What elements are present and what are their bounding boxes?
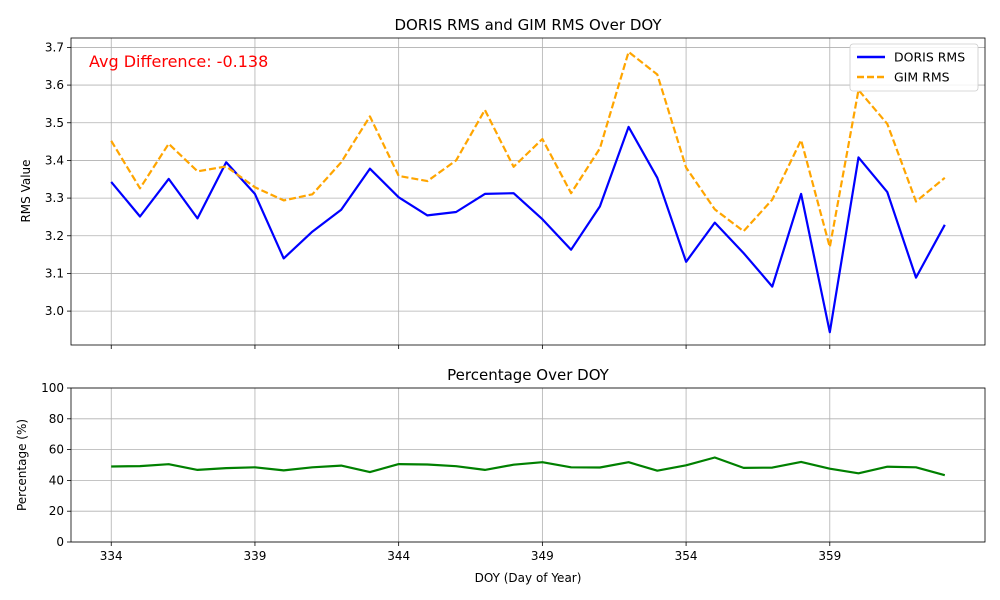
legend-label-doris: DORIS RMS xyxy=(894,50,965,65)
rms-y-tick-label: 3.3 xyxy=(45,191,64,205)
rms-chart-panel: DORIS RMS and GIM RMS Over DOY 3.0 3.1 3.2… xyxy=(19,16,986,349)
rms-y-tick-label: 3.4 xyxy=(45,153,64,167)
rms-y-tick-label: 3.6 xyxy=(45,78,64,92)
percentage-y-tick-label: 40 xyxy=(49,473,64,487)
rms-y-tick-label: 3.2 xyxy=(45,229,64,243)
percentage-chart-grid xyxy=(71,387,985,543)
rms-y-tick-label: 3.0 xyxy=(45,304,64,318)
percentage-x-tick-label: 354 xyxy=(675,549,698,563)
percentage-x-axis-label: DOY (Day of Year) xyxy=(475,571,582,585)
rms-plot-frame xyxy=(70,37,986,346)
percentage-x-axis-ticks: 334 339 344 349 354 359 xyxy=(100,542,841,563)
percentage-x-tick-label: 349 xyxy=(531,549,554,563)
percentage-x-tick-label: 339 xyxy=(243,549,266,563)
percentage-y-tick-label: 80 xyxy=(49,412,64,426)
percentage-plot-frame xyxy=(70,387,986,543)
rms-chart-title: DORIS RMS and GIM RMS Over DOY xyxy=(394,16,662,34)
percentage-y-tick-label: 0 xyxy=(56,535,64,549)
rms-x-axis-ticks xyxy=(110,345,831,349)
percentage-x-tick-label: 344 xyxy=(387,549,410,563)
percentage-line xyxy=(111,456,946,477)
rms-y-axis-label: RMS Value xyxy=(19,159,33,222)
percentage-y-tick-label: 20 xyxy=(49,504,64,518)
percentage-x-tick-label: 334 xyxy=(100,549,123,563)
rms-y-tick-label: 3.7 xyxy=(45,40,64,54)
percentage-chart-title: Percentage Over DOY xyxy=(447,366,610,384)
avg-difference-annotation: Avg Difference: -0.138 xyxy=(89,52,268,71)
gim-rms-line xyxy=(110,50,946,249)
percentage-y-tick-label: 100 xyxy=(41,381,64,395)
rms-chart-grid xyxy=(71,38,985,345)
percentage-x-tick-label: 359 xyxy=(818,549,841,563)
rms-y-tick-label: 3.5 xyxy=(45,116,64,130)
rms-y-tick-label: 3.1 xyxy=(45,266,64,280)
percentage-y-axis-label: Percentage (%) xyxy=(15,419,29,511)
percentage-series-line xyxy=(111,456,946,477)
percentage-y-tick-label: 60 xyxy=(49,443,64,457)
rms-chart-legend: DORIS RMS GIM RMS xyxy=(849,43,979,92)
rms-series-lines xyxy=(110,50,946,334)
legend-label-gim: GIM RMS xyxy=(894,70,950,85)
rms-y-axis-ticks: 3.0 3.1 3.2 3.3 3.4 3.5 3.6 3.7 xyxy=(45,40,71,318)
percentage-y-axis-ticks: 0 20 40 60 80 100 xyxy=(41,381,71,549)
doris-rms-line xyxy=(110,125,946,334)
